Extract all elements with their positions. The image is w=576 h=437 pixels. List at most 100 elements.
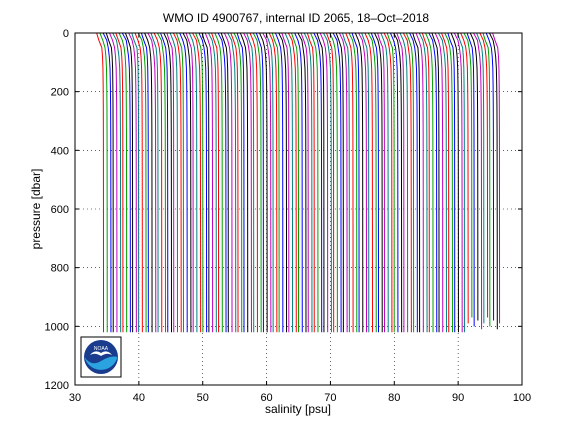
profile-line	[389, 32, 399, 333]
profile-line	[195, 32, 204, 333]
profile-line	[163, 32, 172, 333]
profile-line	[479, 32, 489, 318]
profile-line	[179, 32, 188, 333]
noaa-logo: NOAA	[80, 336, 122, 378]
profile-line	[112, 32, 122, 333]
profile-line	[393, 32, 403, 333]
y-tick-label: 0	[63, 28, 69, 40]
profile-line	[278, 32, 288, 333]
profile-line	[428, 32, 438, 333]
profile-line	[124, 32, 134, 333]
profile-line	[485, 32, 495, 321]
profile-line	[338, 32, 348, 333]
noaa-logo-gull	[90, 351, 112, 356]
profile-line	[287, 32, 297, 333]
profile-line	[166, 32, 175, 333]
profile-line	[153, 32, 163, 333]
profile-line	[441, 32, 450, 333]
y-tick-label: 400	[51, 145, 69, 157]
profile-line	[456, 32, 465, 333]
profile-line	[297, 32, 307, 333]
profile-line	[335, 32, 344, 333]
profile-line	[262, 32, 272, 333]
x-tick-label: 50	[197, 392, 209, 404]
profile-line	[329, 32, 338, 333]
profile-line	[255, 32, 264, 333]
profile-line	[192, 32, 202, 333]
profile-line	[383, 32, 393, 333]
profile-line	[300, 32, 309, 333]
profile-line	[223, 32, 233, 333]
profile-line	[201, 32, 210, 333]
profile-line	[128, 32, 137, 333]
profile-line	[271, 32, 280, 333]
profile-line	[156, 32, 167, 333]
profile-line	[290, 32, 300, 333]
noaa-logo-text: NOAA	[94, 346, 109, 352]
x-tick-label: 90	[452, 392, 464, 404]
profile-line	[275, 32, 284, 333]
profile-line	[489, 32, 498, 330]
profile-line	[450, 32, 459, 333]
y-tick-label: 1200	[45, 380, 69, 392]
profile-line	[160, 32, 169, 333]
profile-line	[386, 32, 395, 333]
profile-line	[310, 32, 319, 333]
profile-line	[246, 32, 255, 333]
profile-line	[322, 32, 332, 333]
x-tick-label: 60	[260, 392, 272, 404]
profile-line	[185, 32, 194, 333]
profile-line	[249, 32, 258, 333]
profile-line	[306, 32, 315, 333]
profile-line	[268, 32, 278, 333]
profile-line	[415, 32, 424, 333]
profile-line	[259, 32, 268, 333]
profile-line	[118, 32, 128, 333]
y-tick-label: 600	[51, 204, 69, 216]
profile-line	[204, 32, 214, 333]
profile-line	[380, 32, 389, 333]
x-tick-label: 30	[69, 392, 81, 404]
profile-line	[147, 32, 157, 333]
profile-line	[243, 32, 252, 333]
profile-line	[421, 32, 430, 333]
noaa-logo-wave	[84, 356, 118, 370]
profile-line	[96, 32, 105, 333]
profile-line	[453, 32, 463, 333]
profile-line	[316, 32, 325, 333]
profile-line	[198, 32, 208, 333]
profile-line	[482, 32, 491, 327]
y-tick-label: 200	[51, 87, 69, 99]
profile-line	[342, 32, 350, 333]
profile-line	[492, 32, 501, 324]
profile-line	[144, 32, 153, 333]
x-tick-label: 100	[513, 392, 531, 404]
profile-line	[313, 32, 323, 333]
profile-lines	[96, 32, 501, 333]
profile-line	[227, 32, 237, 333]
profile-line	[188, 32, 198, 333]
profile-line	[469, 32, 479, 321]
profile-line	[102, 32, 112, 333]
profile-line	[348, 32, 358, 333]
profile-line	[409, 32, 418, 333]
profile-line	[476, 32, 485, 324]
profile-line	[405, 32, 415, 333]
profile-line	[99, 32, 108, 333]
profile-line	[134, 32, 143, 333]
profile-line	[463, 32, 473, 318]
profile-line	[236, 32, 245, 333]
profile-line	[220, 32, 229, 333]
profile-line	[412, 32, 421, 333]
profile-line	[182, 32, 192, 333]
profile-line	[437, 32, 447, 333]
profile-line	[370, 32, 379, 333]
profile-line	[131, 32, 140, 333]
profile-line	[319, 32, 329, 333]
profile-line	[140, 32, 149, 333]
profile-line	[233, 32, 243, 333]
profile-line	[281, 32, 290, 333]
profile-line	[460, 32, 469, 324]
